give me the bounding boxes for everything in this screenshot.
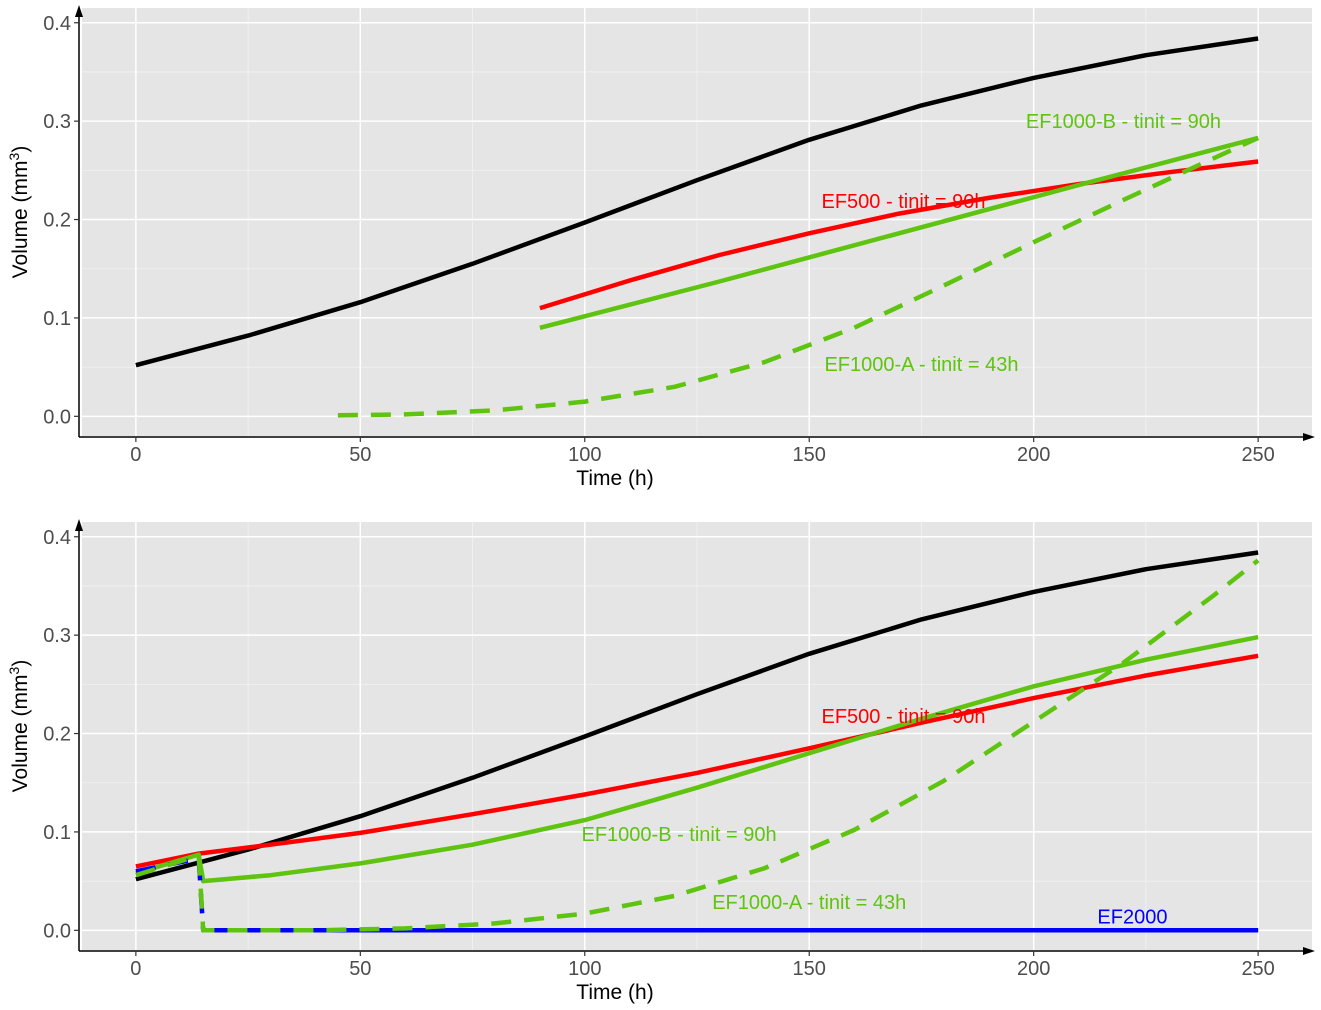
series-line-6 xyxy=(135,558,1260,933)
series-line-2 xyxy=(135,653,1259,869)
y-tick-label: 0.4 xyxy=(43,13,71,35)
y-tick-label: 0.4 xyxy=(43,527,71,549)
series-line-3 xyxy=(135,634,1259,884)
x-tick-label: 100 xyxy=(568,444,601,466)
y-axis-title-end: ) xyxy=(9,146,32,153)
chart-panel-1: 0 50 100 150 200 250 0.0 0.1 0.2 0.3 0.4 Time (h) Vo… xyxy=(6,5,1315,490)
y-tick-label: 0.0 xyxy=(43,920,71,942)
y-axis-title-main: Volume (mm xyxy=(9,674,32,792)
y-tick-label: 0.2 xyxy=(43,210,71,232)
y-axis-title-superscript: 3 xyxy=(6,666,22,674)
series-annotation: EF1000-B - tinit = 90h xyxy=(581,824,776,846)
series-line-3 xyxy=(539,135,1259,330)
y-axis-title-main: Volume (mm xyxy=(9,160,32,278)
x-axis-arrowhead xyxy=(1303,433,1315,441)
y-axis-arrowhead xyxy=(75,5,83,17)
series-line-2 xyxy=(539,159,1259,311)
chart-panel-2: 0 50 100 150 200 250 0.0 0.1 0.2 0.3 0.4 Time (h) Vo… xyxy=(6,519,1315,1004)
x-axis-arrowhead xyxy=(1303,947,1315,955)
y-axis-title: Volume (mm3) xyxy=(6,660,32,793)
series-annotation: EF1000-A - tinit = 43h xyxy=(824,354,1018,376)
x-tick-label: 0 xyxy=(130,958,141,980)
series-annotation: EF1000-A - tinit = 43h xyxy=(712,892,906,914)
x-tick-label: 150 xyxy=(793,958,826,980)
x-tick-label: 150 xyxy=(793,444,826,466)
x-tick-label: 200 xyxy=(1017,958,1050,980)
series-annotation: EF2000 xyxy=(1097,907,1167,929)
x-tick-label: 50 xyxy=(349,958,371,980)
y-axis-arrowhead xyxy=(75,519,83,531)
series-annotation: EF500 - tinit = 90h xyxy=(822,191,986,213)
series-line-4 xyxy=(337,135,1260,418)
x-tick-label: 100 xyxy=(568,958,601,980)
x-tick-label: 50 xyxy=(349,444,371,466)
y-tick-label: 0.3 xyxy=(43,111,71,133)
x-axis-title: Time (h) xyxy=(576,981,653,1004)
series-annotation: EF500 - tinit = 90h xyxy=(822,706,986,728)
x-tick-label: 200 xyxy=(1017,444,1050,466)
series-annotation: EF1000-B - tinit = 90h xyxy=(1026,111,1221,133)
x-tick-label: 250 xyxy=(1241,444,1274,466)
x-tick-label: 250 xyxy=(1241,958,1274,980)
y-tick-label: 0.1 xyxy=(43,822,71,844)
y-axis-title-end: ) xyxy=(9,660,32,667)
y-tick-label: 0.1 xyxy=(43,308,71,330)
y-tick-label: 0.2 xyxy=(43,724,71,746)
y-tick-label: 0.0 xyxy=(43,406,71,428)
y-axis-title-superscript: 3 xyxy=(6,152,22,160)
x-axis-title: Time (h) xyxy=(576,467,653,490)
y-tick-label: 0.3 xyxy=(43,625,71,647)
series-line-1 xyxy=(135,36,1259,368)
x-tick-label: 0 xyxy=(130,444,141,466)
y-axis-title: Volume (mm3) xyxy=(6,146,32,279)
series-line-1 xyxy=(135,550,1259,882)
